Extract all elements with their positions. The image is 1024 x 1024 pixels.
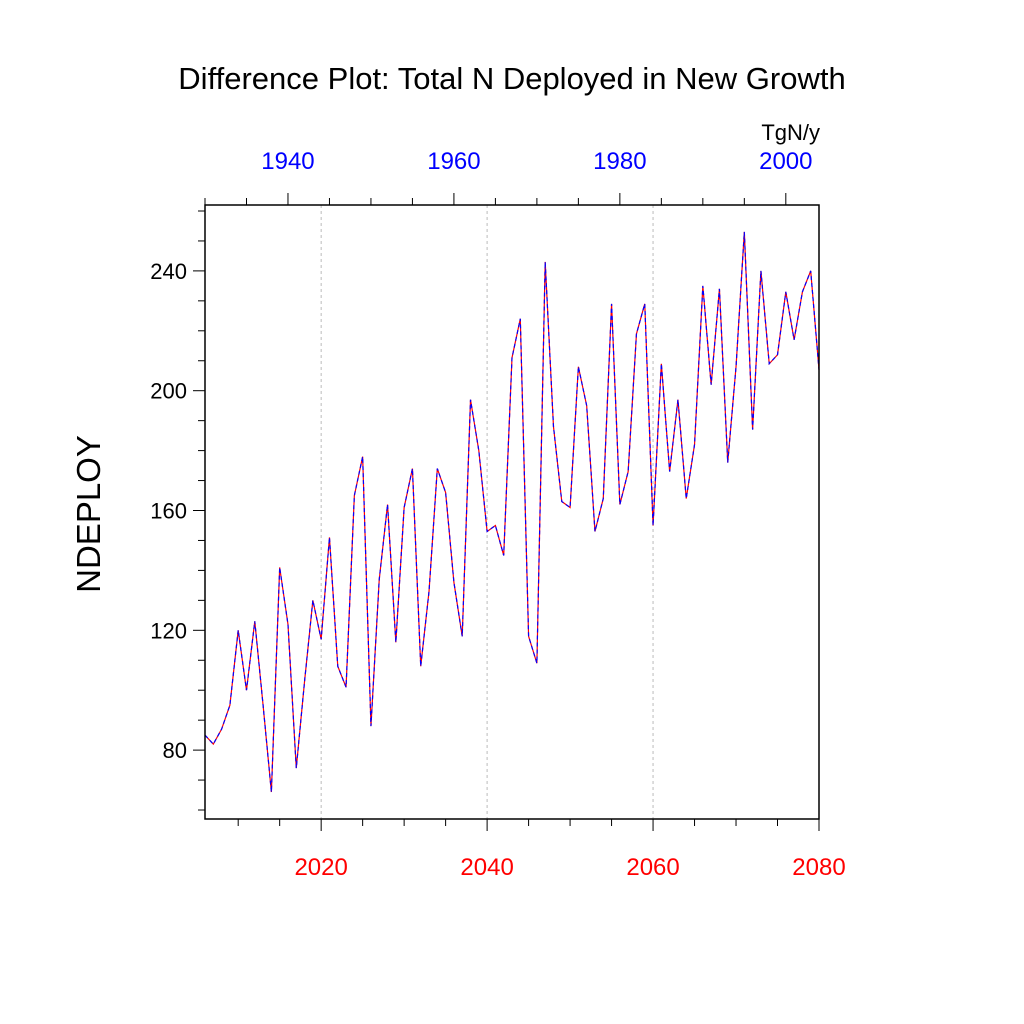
top-tick-label: 1940 [261, 148, 314, 175]
series-line-future [204, 231, 820, 793]
y-tick-label: 240 [150, 259, 187, 284]
series-line-historical [204, 231, 820, 793]
top-tick-label: 2000 [759, 148, 812, 175]
y-tick-label: 80 [163, 738, 187, 763]
series-lines [204, 231, 820, 793]
axes: 80 120 160 200 240 2020 2040 2060 2080 1940 1960 19… [150, 148, 845, 881]
y-tick-label: 200 [150, 379, 187, 404]
top-tick-label: 1960 [427, 148, 480, 175]
y-tick-label: 160 [150, 499, 187, 524]
y-tick-label: 120 [150, 618, 187, 643]
bottom-tick-label: 2040 [460, 854, 513, 881]
plot-frame [204, 204, 820, 820]
top-tick-label: 1980 [593, 148, 646, 175]
bottom-tick-label: 2060 [626, 854, 679, 881]
y-axis-label: NDEPLOY [70, 435, 107, 593]
bottom-tick-label: 2080 [792, 854, 845, 881]
units-label: TgN/y [761, 120, 820, 145]
chart-title: Difference Plot: Total N Deployed in New… [178, 61, 845, 96]
grid-lines [320, 205, 654, 819]
bottom-tick-label: 2020 [294, 854, 347, 881]
